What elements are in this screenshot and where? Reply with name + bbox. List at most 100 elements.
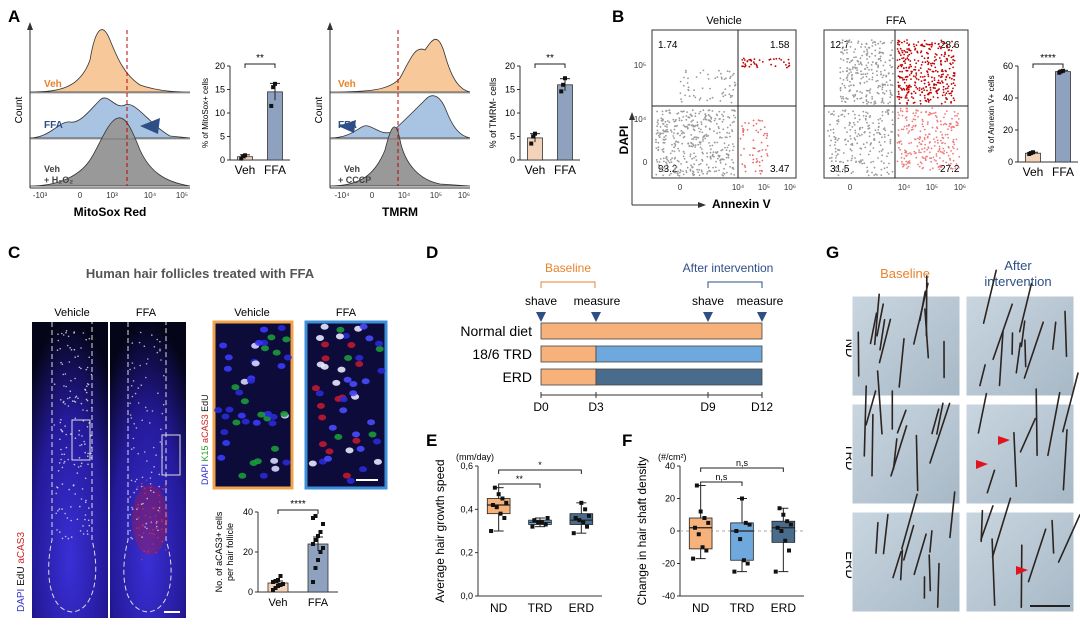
event-dot (856, 69, 859, 72)
event-dot (683, 132, 685, 135)
event-dot (867, 174, 870, 177)
event-dot (661, 167, 664, 170)
red-arrow (998, 436, 1010, 445)
event-dot (845, 39, 848, 42)
event-dot (920, 111, 923, 114)
y-tick-label: 0,2 (460, 548, 473, 558)
event-dot (675, 166, 678, 168)
event-dot (664, 164, 667, 167)
event-dot (881, 154, 884, 157)
cell-nucleus (222, 440, 231, 446)
event-dot (700, 170, 703, 173)
mitosox-row-h2o2-2: + H₂O₂ (44, 175, 73, 185)
category-label: ERD (771, 601, 797, 615)
event-dot (865, 115, 868, 118)
event-dot (662, 141, 665, 144)
event-dot (728, 132, 731, 135)
event-dot (663, 166, 665, 169)
event-dot (681, 132, 683, 135)
event-dot (882, 128, 885, 131)
cell-nucleus (240, 398, 249, 405)
cell-nucleus (270, 457, 279, 464)
event-dot (942, 88, 945, 91)
speckle (159, 348, 161, 351)
data-point (492, 485, 497, 490)
event-dot (869, 150, 872, 153)
speckle (142, 532, 145, 535)
inset-label-ffa: FFA (336, 307, 357, 319)
event-dot (670, 161, 673, 164)
speckle (149, 483, 152, 485)
event-dot (858, 160, 860, 163)
event-dot (897, 90, 900, 93)
event-dot (877, 79, 879, 82)
event-dot (864, 46, 867, 48)
speckle (139, 364, 141, 367)
event-dot (914, 47, 917, 50)
data-point (543, 522, 548, 527)
event-dot (668, 109, 671, 112)
event-dot (932, 156, 935, 159)
event-dot (829, 129, 832, 131)
event-dot (692, 128, 695, 131)
event-dot (864, 117, 867, 120)
event-dot (921, 61, 924, 63)
speckle (61, 430, 63, 432)
event-dot (877, 86, 879, 89)
event-dot (874, 102, 877, 105)
event-dot (880, 70, 882, 73)
event-dot (861, 159, 864, 161)
follicle-image-vehicle (32, 322, 108, 618)
significance-bracket (498, 483, 541, 488)
event-dot (869, 92, 871, 94)
speckle (131, 362, 134, 364)
data-point (313, 538, 318, 542)
event-dot (923, 75, 926, 78)
event-dot (708, 109, 711, 112)
event-dot (844, 109, 847, 111)
event-dot (902, 67, 905, 69)
significance-label: ** (516, 474, 524, 484)
event-dot (744, 63, 747, 65)
event-dot (666, 130, 669, 133)
event-dot (688, 116, 691, 119)
event-dot (890, 54, 892, 56)
y-tick-label: 40 (243, 507, 253, 517)
event-dot (916, 88, 919, 90)
cell-nucleus (336, 326, 345, 333)
event-dot (906, 39, 908, 41)
event-dot (719, 136, 721, 139)
event-dot (768, 59, 771, 61)
event-dot (670, 172, 672, 175)
event-dot (914, 118, 917, 121)
event-dot (901, 57, 903, 60)
row-normal-diet: Normal diet (460, 323, 532, 339)
event-dot (938, 45, 941, 48)
event-dot (862, 115, 865, 117)
speckle (77, 397, 79, 400)
event-dot (867, 127, 870, 130)
scatter-xtick: 10⁵ (926, 183, 938, 192)
speckle (61, 537, 64, 540)
event-dot (707, 78, 710, 80)
event-dot (905, 119, 908, 121)
cell-nucleus (318, 441, 327, 448)
scatter-xtick: 10⁴ (898, 183, 911, 192)
speckle (157, 509, 159, 512)
event-dot (744, 122, 746, 124)
event-dot (876, 91, 879, 94)
event-dot (919, 76, 922, 78)
y-axis-label: % of TMRM- cells (488, 77, 498, 148)
event-dot (922, 87, 925, 89)
event-dot (705, 133, 708, 136)
hair-shaft (1064, 310, 1068, 358)
hair-shaft (949, 491, 956, 539)
event-dot (941, 75, 943, 78)
event-dot (728, 70, 731, 73)
event-dot (733, 120, 735, 123)
y-tick-label: 15 (505, 85, 515, 95)
event-dot (925, 43, 928, 45)
event-dot (868, 89, 871, 92)
event-dot (868, 46, 870, 49)
